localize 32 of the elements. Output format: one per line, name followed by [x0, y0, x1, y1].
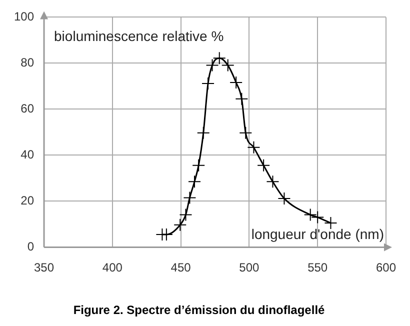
point: [230, 76, 243, 90]
point: [266, 175, 280, 188]
point: [174, 218, 187, 232]
y-tick-label: 80: [20, 56, 34, 70]
y-tick-label: 40: [20, 148, 34, 162]
point: [278, 192, 291, 205]
y-tick-label: 100: [14, 10, 34, 24]
x-tick-label: 600: [376, 260, 396, 275]
point: [206, 58, 219, 72]
x-tick-label: 500: [239, 260, 260, 275]
x-tick-label: 550: [308, 260, 328, 275]
x-axis-title: longueur d'onde (nm): [251, 226, 384, 242]
x-tick-label: 400: [102, 260, 123, 275]
point: [311, 210, 324, 224]
point: [304, 208, 317, 222]
point: [183, 191, 196, 204]
point: [196, 126, 210, 140]
y-tick-label: 0: [27, 240, 34, 254]
y-axis-title: bioluminescence relative %: [54, 28, 224, 44]
point: [202, 76, 215, 90]
y-tick-label: 20: [20, 194, 34, 208]
point: [192, 158, 206, 172]
point: [179, 208, 192, 222]
y-tick-label: 60: [20, 102, 34, 116]
point: [257, 158, 270, 172]
point: [235, 92, 248, 106]
x-tick-label: 350: [34, 260, 54, 275]
point: [188, 175, 201, 188]
point: [247, 140, 260, 154]
point: [239, 126, 252, 140]
text: Figure 2. Spectre d’émission du dinoflagellé: [73, 303, 326, 318]
x-tick-label: 450: [170, 260, 192, 275]
